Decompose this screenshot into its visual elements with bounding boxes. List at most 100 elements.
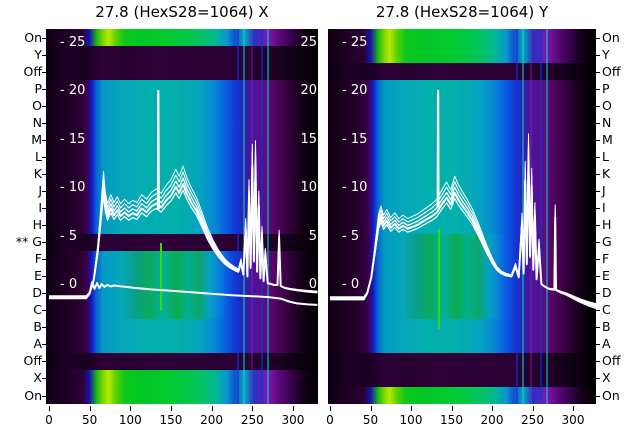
green-column-artifact bbox=[159, 243, 162, 312]
row-label: E bbox=[34, 268, 42, 284]
row-tick-mark bbox=[42, 361, 46, 363]
beam-profile-bundle bbox=[49, 140, 318, 300]
row-label: K bbox=[33, 165, 42, 181]
inner-ytick-label: - 15 bbox=[342, 131, 368, 147]
row-label: Off bbox=[23, 63, 42, 79]
row-label: D bbox=[32, 285, 42, 301]
inner-ytick-label: 25 bbox=[300, 34, 317, 50]
row-label: Off bbox=[23, 353, 42, 369]
row-tick-mark bbox=[42, 173, 46, 175]
row-label: L bbox=[602, 148, 609, 164]
row-label: F bbox=[602, 251, 610, 267]
vertical-spike bbox=[436, 89, 440, 208]
row-tick-mark bbox=[596, 378, 600, 380]
row-tick-mark bbox=[596, 395, 600, 397]
row-tick-mark bbox=[596, 190, 600, 192]
row-label: Y bbox=[602, 46, 610, 62]
row-tick-mark bbox=[596, 225, 600, 226]
row-tick-mark bbox=[596, 37, 600, 39]
beam-profile-bundle bbox=[49, 161, 318, 298]
x-tick-label: 100 bbox=[118, 413, 142, 427]
row-label: J bbox=[602, 182, 606, 198]
x-tick-label: 300 bbox=[281, 413, 305, 427]
row-tick-mark bbox=[596, 344, 600, 346]
inner-ytick-label: - 5 bbox=[60, 228, 78, 244]
inner-ytick-label: 20 bbox=[300, 83, 317, 98]
inner-ytick-label: - 10 bbox=[342, 180, 368, 195]
row-tick-mark bbox=[42, 105, 46, 107]
heatmap-panel-y: - 25 - 20 - 15 - 10 - 5 - 0 bbox=[328, 29, 596, 404]
x-tick-mark bbox=[170, 406, 172, 411]
x-tick-mark bbox=[370, 406, 372, 411]
x-tick-label: 50 bbox=[362, 413, 379, 427]
inner-ytick-label: - 25 bbox=[342, 34, 368, 50]
row-tick-mark bbox=[596, 327, 600, 329]
row-tick-mark bbox=[42, 344, 46, 346]
baseline-drift bbox=[49, 281, 318, 306]
beam-profile-bundle bbox=[330, 164, 596, 305]
row-tick-mark bbox=[42, 259, 46, 261]
x-tick-mark bbox=[49, 406, 50, 411]
row-label: A bbox=[602, 336, 611, 352]
x-tick-label: 50 bbox=[82, 413, 98, 427]
row-label: M bbox=[31, 131, 42, 147]
row-label: G bbox=[602, 234, 612, 250]
row-label-marked: ** G bbox=[15, 234, 42, 250]
x-tick-label: 0 bbox=[326, 413, 334, 427]
row-tick-mark bbox=[42, 378, 46, 380]
row-tick-mark bbox=[42, 208, 46, 209]
left-panel-title: 27.8 (HexS28=1064) X bbox=[95, 3, 269, 21]
inner-ytick-label: 15 bbox=[300, 131, 317, 147]
row-label: B bbox=[33, 319, 42, 335]
right-panel-title: 27.8 (HexS28=1064) Y bbox=[375, 3, 549, 21]
row-label: C bbox=[602, 302, 611, 318]
inner-ytick-label: 0 bbox=[308, 277, 317, 292]
overlay-curves bbox=[49, 89, 318, 306]
row-tick-mark bbox=[42, 54, 46, 56]
row-label: C bbox=[33, 302, 42, 318]
row-tick-mark bbox=[596, 156, 600, 158]
row-tick-mark bbox=[42, 395, 46, 397]
row-tick-mark bbox=[42, 242, 46, 244]
heatmap-panel-x: - 25 25 - 20 20 - 15 15 - 10 10 - 5 5 - 0 0 bbox=[46, 29, 318, 404]
row-label: On bbox=[24, 29, 42, 45]
x-tick-mark bbox=[252, 406, 254, 411]
row-label: P bbox=[34, 80, 42, 96]
x-tick-label: 200 bbox=[480, 413, 504, 427]
row-label: D bbox=[602, 285, 612, 301]
row-label: On bbox=[24, 387, 42, 403]
row-label: X bbox=[602, 370, 611, 386]
vertical-spike bbox=[156, 89, 160, 210]
row-label: N bbox=[602, 114, 612, 130]
row-tick-mark bbox=[42, 88, 46, 90]
row-tick-mark bbox=[42, 122, 46, 124]
inner-ytick-label: - 25 bbox=[60, 34, 86, 50]
inner-ytick-label: - 10 bbox=[60, 180, 86, 195]
row-label: I bbox=[38, 200, 42, 215]
x-tick-label: 200 bbox=[200, 413, 224, 427]
row-tick-mark bbox=[42, 156, 46, 158]
row-label: M bbox=[602, 131, 613, 147]
row-label: On bbox=[602, 387, 620, 403]
row-tick-mark bbox=[42, 190, 46, 192]
row-label: X bbox=[33, 370, 42, 386]
beam-profile-bundle bbox=[330, 133, 596, 310]
x-tick-mark bbox=[451, 406, 453, 411]
row-label: A bbox=[33, 336, 42, 352]
row-tick-mark bbox=[596, 139, 600, 141]
row-tick-mark bbox=[596, 71, 600, 73]
row-tick-mark bbox=[596, 122, 600, 124]
row-tick-mark bbox=[42, 276, 46, 278]
row-tick-mark bbox=[596, 242, 600, 244]
x-tick-label: 100 bbox=[399, 413, 423, 427]
x-tick-label: 150 bbox=[159, 413, 183, 427]
row-label: N bbox=[32, 114, 42, 130]
row-tick-mark bbox=[42, 71, 46, 73]
row-tick-mark bbox=[596, 173, 600, 175]
row-label: L bbox=[35, 148, 42, 164]
x-tick-label: 0 bbox=[45, 413, 53, 427]
row-label: E bbox=[602, 268, 610, 284]
inner-ytick-label: 5 bbox=[308, 228, 317, 244]
row-label: B bbox=[602, 319, 611, 335]
